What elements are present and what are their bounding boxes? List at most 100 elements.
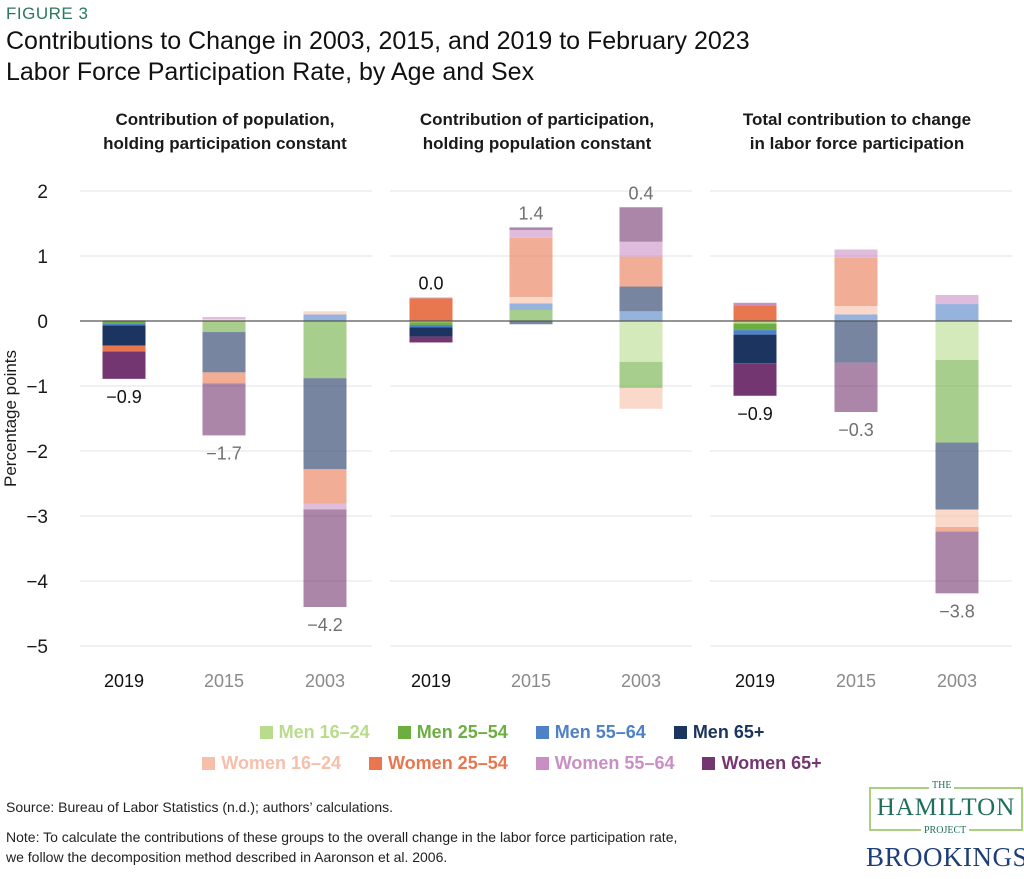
x-tick-label: 2019 (104, 671, 144, 691)
bar-segment-women-55-64 (619, 241, 663, 257)
panel-title-line: in labor force participation (749, 134, 965, 153)
bar-segment-men-65- (509, 321, 553, 325)
bar-segment-men-55-64 (102, 323, 146, 326)
x-tick-label: 2015 (511, 671, 551, 691)
bar-segment-women-55-64 (935, 295, 979, 305)
x-tick-label: 2003 (937, 671, 977, 691)
bar-segment-women-25-54 (102, 345, 146, 352)
legend-label: Men 65+ (692, 722, 765, 742)
legend-swatch (369, 757, 383, 770)
bar-segment-women-65- (102, 351, 146, 379)
bar-segment-women-16-24 (202, 319, 246, 321)
title-line-1: Contributions to Change in 2003, 2015, a… (6, 27, 750, 55)
x-tick-label: 2015 (836, 671, 876, 691)
bar-segment-women-25-54 (935, 527, 979, 532)
bar-segment-women-65- (834, 362, 878, 412)
panel-title-population: Contribution of population, holding part… (65, 108, 385, 156)
hamilton-project-logo: THE HAMILTON PROJECT (869, 780, 1023, 837)
panel-title-total: Total contribution to change in labor fo… (697, 108, 1017, 156)
bar-segment-men-25-54 (202, 321, 246, 333)
bar-segment-men-16-24 (733, 321, 777, 324)
legend-row-men: Men 16–24 Men 25–54 Men 55–64 Men 65+ (0, 722, 1024, 743)
total-label: 1.4 (518, 203, 543, 223)
x-tick-label: 2003 (621, 671, 661, 691)
bar-segment-women-55-64 (733, 302, 777, 306)
legend-swatch (259, 726, 273, 739)
x-tick-label: 2015 (204, 671, 244, 691)
bar-segment-women-65- (733, 363, 777, 396)
total-label: −0.9 (737, 404, 773, 424)
y-tick-label: 2 (37, 182, 48, 203)
x-tick-label: 2019 (411, 671, 451, 691)
panel-title-line: Total contribution to change (742, 110, 972, 129)
legend-item: Women 65+ (702, 753, 822, 773)
bar-segment-men-55-64 (303, 314, 347, 321)
legend-swatch (535, 757, 549, 770)
bar-segment-women-55-64 (409, 297, 453, 299)
bar-segment-women-65- (409, 336, 453, 343)
legend-row-women: Women 16–24 Women 25–54 Women 55–64 Women 6… (0, 753, 1024, 774)
bar-segment-men-25-54 (303, 321, 347, 379)
methodology-note: Note: To calculate the contributions of … (6, 827, 677, 867)
figure-label: FIGURE 3 (6, 4, 89, 23)
logo-text: THE (929, 780, 955, 792)
note-line-1: Note: To calculate the contributions of … (6, 829, 678, 845)
y-tick-label: −5 (26, 637, 48, 658)
bar-segment-men-65- (409, 327, 453, 337)
y-axis-label: Percentage points (1, 350, 20, 487)
y-tick-label: −4 (26, 572, 48, 593)
bar-segment-men-65- (935, 442, 979, 510)
bar-segment-women-16-24 (619, 387, 663, 409)
source-note: Source: Bureau of Labor Statistics (n.d.… (6, 799, 394, 815)
logo-text: HAMILTON (876, 794, 1016, 821)
legend-swatch (202, 757, 216, 770)
bar-segment-men-25-54 (619, 361, 663, 388)
bar-segment-men-55-64 (509, 303, 553, 310)
legend-item: Women 25–54 (369, 753, 508, 773)
bar-segment-women-16-24 (935, 509, 979, 528)
bar-segment-women-65- (619, 207, 663, 242)
total-label: 0.0 (418, 274, 443, 294)
legend-item: Women 16–24 (202, 753, 341, 773)
bar-segment-men-55-64 (935, 304, 979, 321)
bar-segment-women-65- (509, 227, 553, 230)
legend-label: Women 25–54 (388, 753, 508, 773)
bar-segment-men-55-64 (834, 314, 878, 321)
bar-segment-men-55-64 (733, 330, 777, 335)
panel-title-line: holding population constant (422, 134, 652, 153)
total-label: −0.9 (106, 387, 142, 407)
total-label: 0.4 (628, 183, 653, 203)
bar-segment-men-65- (202, 332, 246, 373)
panel-title-line: holding participation constant (103, 134, 347, 153)
bar-segment-men-25-54 (935, 360, 979, 443)
y-tick-label: 1 (37, 247, 48, 268)
bar-segment-women-25-54 (303, 469, 347, 504)
legend-item: Men 16–24 (259, 722, 370, 742)
bar-segment-women-16-24 (303, 311, 347, 315)
legend-item: Men 65+ (673, 722, 765, 742)
total-label: −1.7 (206, 443, 242, 463)
legend-swatch (535, 726, 549, 739)
bar-segment-women-25-54 (509, 237, 553, 297)
bar-segment-women-55-64 (834, 249, 878, 258)
bar-segment-women-25-54 (202, 372, 246, 384)
x-tick-label: 2003 (305, 671, 345, 691)
bar-segment-men-65- (303, 378, 347, 470)
bar-segment-men-25-54 (733, 323, 777, 331)
bar-segment-men-65- (834, 321, 878, 363)
total-label: −3.8 (939, 601, 975, 621)
legend-label: Women 55–64 (554, 753, 675, 773)
bar-segment-men-16-24 (619, 321, 663, 362)
total-label: −4.2 (307, 615, 343, 635)
bar-segment-men-65- (102, 325, 146, 346)
y-tick-label: −3 (26, 507, 48, 528)
legend-swatch (397, 726, 411, 739)
bar-segment-men-65- (619, 286, 663, 312)
bar-segment-men-16-24 (935, 321, 979, 360)
legend-swatch (702, 757, 716, 770)
legend-item: Men 25–54 (397, 722, 508, 742)
bar-segment-women-25-54 (834, 257, 878, 307)
bar-segment-women-55-64 (509, 230, 553, 238)
